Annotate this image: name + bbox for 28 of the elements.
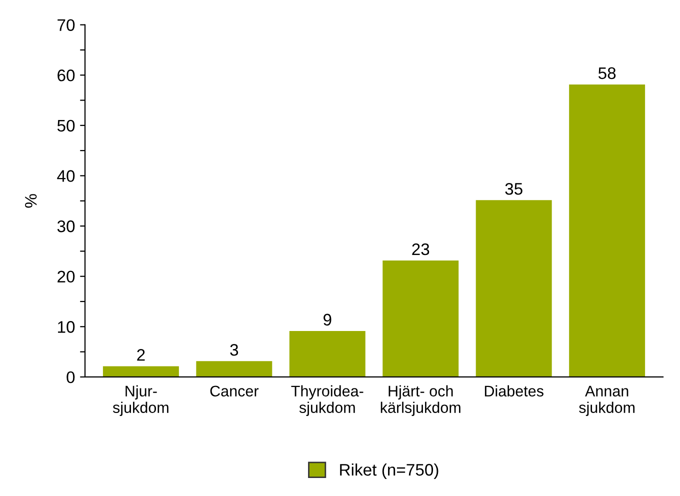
- y-tick-label: 40: [57, 170, 75, 182]
- bar: [476, 200, 552, 377]
- x-tick-label: Cancer: [210, 386, 259, 397]
- y-tick-label: 0: [66, 371, 75, 384]
- bar: [569, 84, 646, 377]
- x-tick-label: Diabetes: [484, 385, 544, 397]
- y-tick-label: 10: [58, 321, 75, 333]
- data-label: 35: [505, 183, 522, 195]
- x-tick-label: Hjärt- och kärlsjukdom: [380, 385, 460, 416]
- x-tick-label: Thyroidea- sjukdom: [291, 385, 364, 416]
- x-tick-label: Njur- sjukdom: [112, 385, 168, 416]
- data-label: 23: [412, 243, 430, 256]
- data-label: 9: [324, 314, 332, 326]
- y-tick-label: 60: [58, 70, 75, 82]
- bar: [196, 361, 272, 377]
- data-label: 3: [230, 344, 238, 356]
- bar: [289, 330, 366, 377]
- y-tick-label: 70: [58, 19, 75, 32]
- data-label: 2: [137, 349, 145, 361]
- legend-label: Riket (n=750): [340, 463, 438, 480]
- data-label: 58: [598, 67, 616, 80]
- bar: [382, 260, 459, 377]
- y-tick-label: 20: [58, 270, 75, 283]
- bar: [102, 366, 179, 377]
- y-axis-title: %: [25, 194, 37, 208]
- y-tick-label: 30: [57, 220, 75, 232]
- x-tick-label: Annan sjukdom: [579, 386, 634, 416]
- y-tick-label: 50: [57, 120, 75, 132]
